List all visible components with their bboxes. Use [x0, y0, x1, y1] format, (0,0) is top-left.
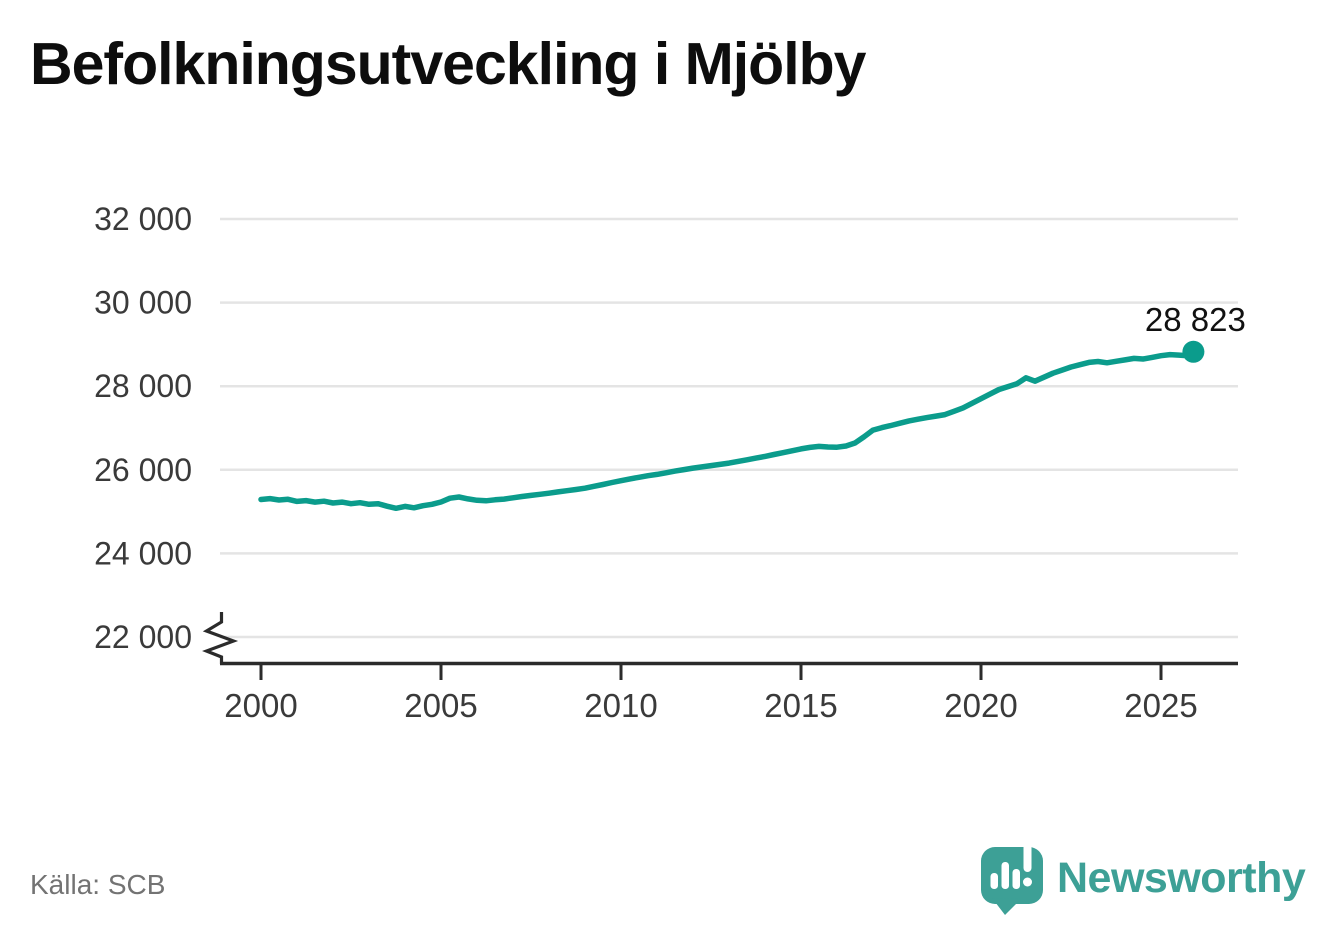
- y-tick-label: 30 000: [94, 285, 192, 321]
- end-point-marker: [1182, 340, 1205, 363]
- newsworthy-wordmark: Newsworthy: [1057, 853, 1306, 902]
- y-tick-label: 32 000: [94, 201, 192, 237]
- x-tick-label: 2015: [764, 687, 837, 724]
- y-tick-label: 24 000: [94, 535, 192, 571]
- end-value-label: 28 823: [1145, 301, 1246, 338]
- y-tick-label: 26 000: [94, 452, 192, 488]
- axis-break-icon: [202, 612, 239, 664]
- y-tick-label: 22 000: [94, 619, 192, 655]
- x-tick-label: 2025: [1124, 687, 1197, 724]
- chart-title: Befolkningsutveckling i Mjölby: [30, 31, 866, 97]
- x-tick-label: 2005: [404, 687, 477, 724]
- source-note: Källa: SCB: [30, 869, 166, 900]
- x-tick-label: 2000: [224, 687, 297, 724]
- newsworthy-logo-icon: [981, 841, 1043, 915]
- x-tick-label: 2020: [944, 687, 1017, 724]
- newsworthy-logo: Newsworthy: [980, 840, 1306, 916]
- y-tick-label: 28 000: [94, 368, 192, 404]
- population-series-line: [258, 349, 1197, 512]
- x-tick-label: 2010: [584, 687, 657, 724]
